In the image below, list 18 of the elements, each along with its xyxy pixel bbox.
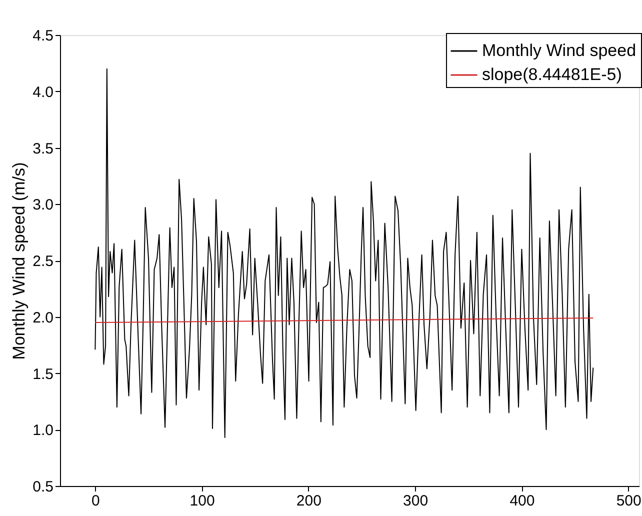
y-tick-label: 3.0 xyxy=(32,196,54,214)
y-tick-label: 4.0 xyxy=(32,84,54,101)
x-tick-label: 300 xyxy=(403,492,428,510)
y-axis-title: Monthly Wind speed (m/s) xyxy=(10,162,29,360)
y-tick-label: 4.5 xyxy=(32,28,54,44)
y-tick-label: 1.5 xyxy=(32,366,54,383)
x-tick-label: 400 xyxy=(510,492,535,510)
y-tick-label: 3.5 xyxy=(32,140,54,158)
legend-label: slope(8.44481E-5) xyxy=(482,65,622,84)
y-tick-label: 0.5 xyxy=(32,478,54,496)
x-tick-label: 200 xyxy=(296,492,322,510)
x-tick-label: 100 xyxy=(190,492,215,510)
y-tick-label: 2.5 xyxy=(32,253,54,270)
legend-label: Monthly Wind speed xyxy=(482,41,636,60)
y-tick-label: 2.0 xyxy=(32,309,54,326)
x-tick-label: 500 xyxy=(616,492,642,510)
x-tick-label: 0 xyxy=(92,492,100,510)
y-tick-label: 1.0 xyxy=(32,422,54,440)
